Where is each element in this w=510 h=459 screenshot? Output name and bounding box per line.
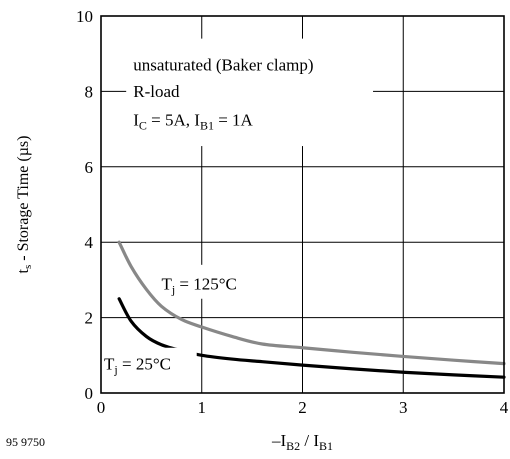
x-axis-label: –IB2 / IB1	[271, 431, 333, 453]
y-tick-label: 2	[85, 309, 94, 328]
plot-frame	[100, 15, 505, 394]
series-line-tj-125c	[117, 240, 506, 366]
series-label-125c: Tj = 125°C	[161, 274, 236, 296]
y-tick-label: 6	[85, 158, 94, 177]
y-tick-label: 8	[85, 82, 94, 101]
annotation-background	[126, 38, 374, 147]
x-axis-label-mid: / I	[300, 431, 319, 450]
series-line-tj-25c	[117, 297, 506, 379]
y-axis-label: ts - Storage Time (µs)	[15, 136, 34, 274]
y-axis-label-sub: s	[22, 265, 34, 269]
series-label-25-sub: j	[113, 363, 117, 377]
x-axis-label-sub1: B2	[286, 439, 300, 453]
x-tick-label: 1	[198, 398, 207, 417]
series-label-125-t: T	[161, 274, 172, 293]
annotation-mid: = 5A, I	[147, 110, 200, 129]
series-label-25c: Tj = 25°C	[104, 355, 171, 377]
annotation-ic-sub: C	[139, 118, 147, 132]
y-tick-label: 10	[76, 7, 93, 26]
series-label-125-rest: = 125°C	[175, 274, 237, 293]
series-label-125-sub: j	[171, 282, 175, 296]
y-tick-label: 4	[85, 233, 94, 252]
series-label-25-background	[103, 347, 197, 378]
x-axis-label-main: –I	[271, 431, 287, 450]
annotation-ib-sub: B1	[200, 118, 214, 132]
series-label-25-t: T	[104, 355, 115, 374]
annotation-line-3: IC = 5A, IB1 = 1A	[133, 110, 253, 132]
x-axis-label-sub2: B1	[319, 439, 333, 453]
y-axis-label-rest: - Storage Time (µs)	[15, 136, 32, 265]
figure-code: 95 9750	[6, 435, 45, 449]
annotation-line-2: R-load	[133, 82, 180, 101]
series-label-125-background	[159, 264, 265, 299]
series-label-25-rest: = 25°C	[118, 355, 171, 374]
tick-labels: 0 1 2 3 4 0 2 4 6 8 10	[76, 7, 509, 417]
y-tick-label: 0	[85, 384, 94, 403]
annotation-end: = 1A	[214, 110, 254, 129]
x-tick-label: 2	[298, 398, 307, 417]
annotation-line-1: unsaturated (Baker clamp)	[133, 56, 313, 75]
series-layer	[117, 240, 506, 379]
x-tick-label: 4	[500, 398, 509, 417]
annotation-ic: I	[133, 110, 139, 129]
x-tick-label: 3	[399, 398, 408, 417]
x-tick-label: 0	[97, 398, 106, 417]
y-axis-label-t: t	[15, 268, 32, 273]
